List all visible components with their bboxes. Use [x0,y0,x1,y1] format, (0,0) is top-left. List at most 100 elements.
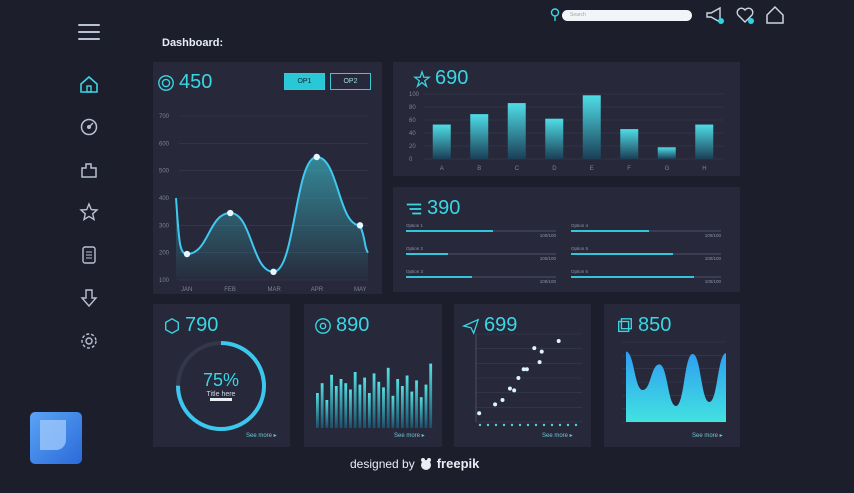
histogram-bar [353,372,357,428]
y-tick-label: 200 [159,251,170,257]
see-more-link[interactable]: See more ▸ [542,433,573,439]
progress-label: Option 4 [571,223,589,228]
histogram-bar [400,386,404,428]
histogram-bar [419,397,423,428]
x-tick-label: APR [311,287,324,293]
scatter-card: 699 See more ▸ [454,304,591,447]
footer-brand: freepik [436,456,480,471]
x-tick-label: E [590,166,594,172]
app-logo [30,412,82,464]
menu-icon[interactable] [78,24,100,44]
bar [657,147,676,159]
document-icon[interactable] [78,244,100,266]
histogram-bar [396,379,400,428]
settings-icon[interactable] [78,330,100,352]
target-icon [158,74,174,91]
scatter-point [537,360,542,365]
filter-lines-icon [406,203,422,214]
option-1-button[interactable]: OP1 [284,73,325,90]
dashboard-dial-icon[interactable] [78,116,100,138]
axis-dot [566,423,570,427]
area-chart [622,341,726,423]
location-pin-icon [550,8,560,21]
area-series [626,351,726,422]
progress-card: 390 Option 1 100/100 Option 2 100/100 Opti… [393,187,740,292]
y-tick-label: 300 [159,223,170,229]
histogram-bar [344,383,348,428]
bar-chart: 100 80 60 40 20 0 A B C D E F G H [409,92,723,172]
histogram-card: 890 See more ▸ [304,304,442,447]
x-tick-label: JAN [181,287,192,293]
progress-fill [571,253,673,255]
progress-label: Option 3 [406,269,424,274]
x-tick-label: G [665,166,670,172]
scatter-point [521,367,526,372]
kpi-value: 890 [336,314,370,336]
y-tick-label: 40 [409,131,416,137]
area-card: 850 See more ▸ [604,304,740,447]
histogram-bar [330,374,333,428]
download-icon[interactable] [78,287,100,309]
progress-value: 100/100 [704,279,721,284]
histogram-bar [363,377,367,428]
histogram-bar [424,384,428,428]
footer-prefix: designed by [350,456,415,471]
histogram-bar [349,389,352,428]
home-icon[interactable] [78,73,100,95]
see-more-link[interactable]: See more ▸ [246,433,277,439]
scatter-point [500,398,505,402]
kpi-value: 690 [435,67,469,89]
search-input[interactable]: Search [562,10,692,21]
progress-label: Option 2 [406,246,424,251]
card-kpi: 850 [616,314,671,337]
puzzle-icon[interactable] [78,159,100,181]
histogram-bar [415,380,418,428]
bar [620,129,639,159]
progress-value: 100/100 [704,256,721,261]
star-icon[interactable] [78,201,100,223]
axis-dot [526,423,530,427]
scatter-point [493,402,498,407]
kpi-value: 790 [185,314,219,336]
home-icon[interactable] [764,4,786,26]
freepik-logo-icon [420,457,431,470]
histogram-bar [429,363,433,428]
scatter-point [524,367,529,372]
scatter-point [532,346,537,351]
card-kpi: 690 [413,67,468,90]
bar-chart-card: 690 100 80 60 40 20 0 A B C D E F G H [393,62,740,176]
see-more-link[interactable]: See more ▸ [692,433,723,439]
progress-fill [406,253,448,255]
histogram-bar [367,393,371,428]
option-2-button[interactable]: OP2 [330,73,371,90]
line-point [227,209,234,217]
scatter-point [477,411,482,416]
line-point [183,250,191,258]
progress-label: Option 1 [406,223,424,228]
line-point [270,268,277,275]
scatter-point [556,339,561,344]
axis-dot [534,423,538,427]
progress-value: 100/100 [539,256,556,261]
bar [695,124,714,159]
megaphone-icon[interactable] [704,4,726,26]
x-tick-label: B [477,166,481,172]
axis-dot [574,423,578,427]
progress-value: 100/100 [539,233,556,238]
donut-card: 790 75% Title here See more ▸ [153,304,290,447]
donut-percent: 75% [202,370,240,390]
line-point [313,153,320,161]
axis-dot [558,423,562,427]
bar [507,103,526,159]
y-tick-label: 100 [409,92,420,98]
histogram-bar [339,379,343,428]
y-tick-label: 0 [409,157,413,163]
heart-icon[interactable] [734,4,756,26]
scatter-point [539,349,544,354]
scatter-point [512,388,517,393]
axis-dot [542,423,546,427]
progress-fill [406,230,493,232]
y-tick-label: 500 [159,169,170,175]
line-point [356,222,364,229]
see-more-link[interactable]: See more ▸ [394,433,425,439]
